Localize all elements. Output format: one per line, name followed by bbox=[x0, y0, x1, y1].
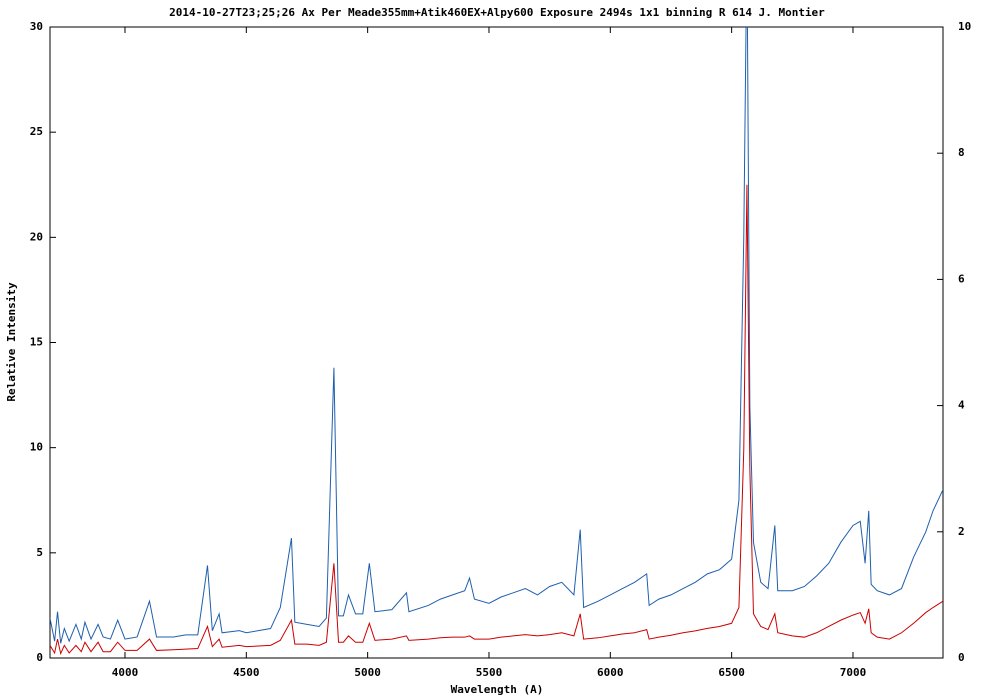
x-tick-label: 5000 bbox=[354, 666, 381, 679]
x-tick-label: 4000 bbox=[112, 666, 139, 679]
spectrum-line bbox=[50, 184, 943, 656]
y-tick-label: 5 bbox=[36, 546, 43, 559]
y-axis-label: Relative Intensity bbox=[5, 282, 18, 402]
y-tick-label: 10 bbox=[30, 441, 43, 454]
spectrum-line bbox=[50, 27, 943, 644]
x-tick-label: 7000 bbox=[840, 666, 867, 679]
x-axis-label: Wavelength (A) bbox=[451, 683, 544, 696]
y2-tick-label: 6 bbox=[958, 272, 965, 285]
y2-tick-label: 8 bbox=[958, 146, 965, 159]
y2-tick-label: 2 bbox=[958, 525, 965, 538]
y2-tick-label: 10 bbox=[958, 20, 971, 33]
y-tick-label: 20 bbox=[30, 230, 43, 243]
y-tick-label: 25 bbox=[30, 125, 43, 138]
plot-frame bbox=[49, 26, 944, 659]
y2-tick-label: 0 bbox=[958, 651, 965, 664]
y2-tick-label: 4 bbox=[958, 399, 965, 412]
chart-title: 2014-10-27T23;25;26 Ax Per Meade355mm+At… bbox=[169, 6, 825, 19]
x-tick-label: 5500 bbox=[476, 666, 503, 679]
y-tick-label: 15 bbox=[30, 336, 43, 349]
y-tick-label: 30 bbox=[30, 20, 43, 33]
x-tick-label: 6500 bbox=[718, 666, 745, 679]
x-tick-label: 4500 bbox=[233, 666, 260, 679]
x-tick-label: 6000 bbox=[597, 666, 624, 679]
y-tick-label: 0 bbox=[36, 651, 43, 664]
